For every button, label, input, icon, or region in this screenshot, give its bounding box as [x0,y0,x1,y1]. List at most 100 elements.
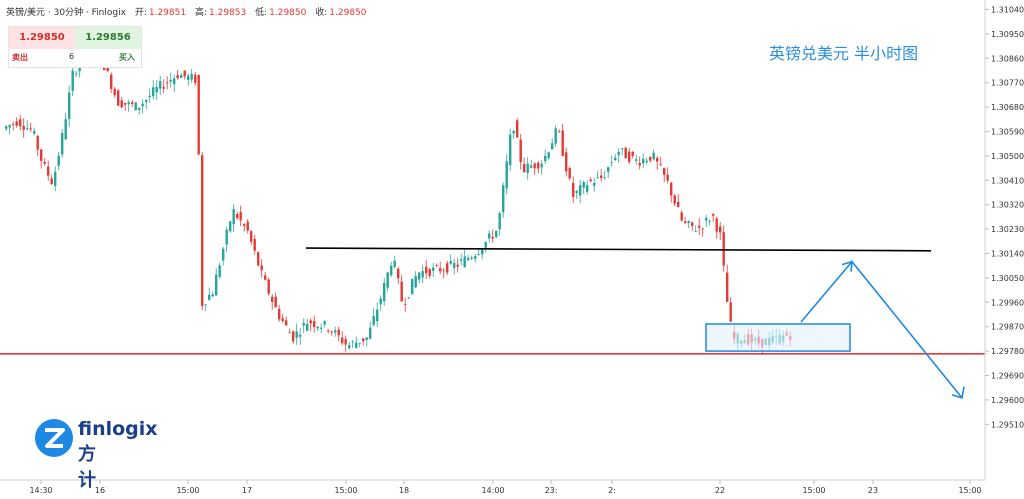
candle-body [414,276,417,288]
open-label: 开: [134,8,147,18]
candle-body [670,182,673,196]
candle-body [554,128,557,144]
candle-body [260,265,263,271]
candle-body [397,268,400,279]
low-label: 低: [255,8,268,18]
y-tick-label: 1.30050 [991,274,1024,283]
candle-body [19,119,22,127]
candle-body [288,332,291,334]
consolidation-box [705,323,851,352]
x-tick-label: 14:30 [29,486,52,495]
candle-body [218,265,221,277]
candle-body [547,152,550,159]
candle-body [572,182,575,198]
candle-body [43,161,46,164]
candle-body [516,120,519,138]
candle-body [694,230,697,232]
buy-button[interactable]: 买入 [119,53,135,62]
candle-body [355,342,358,348]
candle-body [701,228,704,230]
candle-body [232,209,235,225]
candle-body [642,158,645,164]
candle-body [715,218,718,232]
candle-body [607,167,610,172]
candle-body [484,242,487,248]
candle-body [36,135,39,150]
candle-body [561,130,564,156]
candle-body [204,304,207,306]
candle-body [341,337,344,344]
candle-body [680,212,683,221]
buy-price-button[interactable]: 1.29856 [75,27,141,49]
sell-price-button[interactable]: 1.29850 [9,27,75,49]
candle-body [362,338,365,342]
candle-body [12,124,15,125]
candle-body [460,259,463,261]
candle-body [299,334,302,337]
candle-body [257,252,260,266]
candle-body [323,321,326,325]
sell-button[interactable]: 卖出 [12,53,28,62]
candle-body [29,128,32,130]
chart-header: 英镑/美元 · 30分钟 · Finlogix 开: 1.29851 高: 1.29… [6,5,367,18]
candle-body [617,151,620,156]
candle-body [152,87,155,97]
quantity-field[interactable]: 6 [69,52,75,61]
chart-title: 英镑兑美元 半小时图 [769,44,919,63]
candle-body [40,149,43,161]
y-tick-label: 1.30140 [991,250,1024,259]
y-tick-label: 1.31040 [991,6,1024,15]
candle-body [684,221,687,223]
candle-body [159,81,162,89]
candle-body [659,164,662,166]
symbol-label: 英镑/美元 · 30分钟 · Finlogix [6,8,126,18]
candle-body [313,321,316,327]
candle-body [663,168,666,175]
candle-body [253,239,256,251]
candle-body [691,222,694,227]
candle-body [320,327,323,329]
candle-body [71,70,74,91]
candle-body [411,278,414,295]
candle-body [526,163,529,173]
candle-body [719,226,722,233]
x-tick-label: 17 [242,486,252,495]
open-value: 1.29851 [148,8,187,18]
close-label: 收: [315,8,328,18]
candle-body [138,107,141,110]
candle-body [211,294,214,297]
candle-body [530,165,533,168]
candle-body [64,119,67,140]
candle-body [421,271,424,278]
candle-body [463,256,466,267]
candle-body [579,185,582,196]
candle-body [645,160,648,163]
candle-body [162,87,165,89]
candle-body [348,345,351,349]
candle-body [379,298,382,305]
x-axis: 14:30 16 15:00 17 15:00 18 14:00 23: 2: 22 15:00 23… [0,479,985,495]
logo-icon [35,419,73,457]
candle-body [729,302,732,322]
candle-body [215,274,218,296]
candle-body [519,139,522,163]
candle-body [236,213,239,219]
candle-body [57,155,60,166]
y-tick-label: 1.30680 [991,103,1024,112]
x-tick-label: 23: [545,486,558,495]
candle-body [467,257,470,260]
candle-body [358,343,361,344]
candle-body [687,221,690,224]
candle-body [722,232,725,266]
candle-body [677,201,680,208]
candle-body [610,162,613,164]
candle-body [372,315,375,325]
candle-body [376,309,379,322]
low-value: 1.29850 [269,8,307,18]
candle-body [551,143,554,150]
candle-body [271,296,274,302]
candle-body [544,155,547,162]
overlays [0,247,985,399]
y-tick-label: 1.30770 [991,79,1024,88]
candle-body [404,304,407,305]
